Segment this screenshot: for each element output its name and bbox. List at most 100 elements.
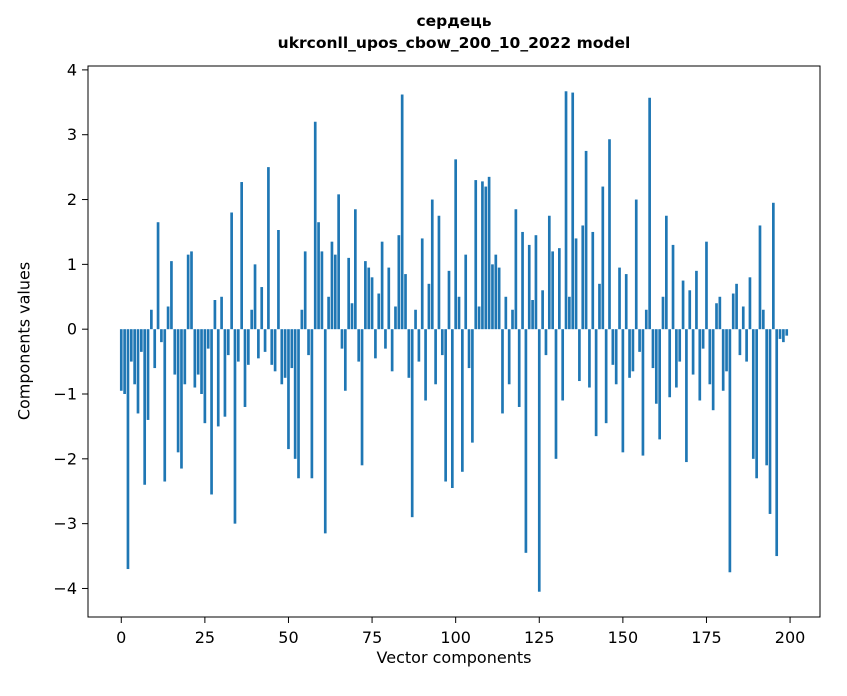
bar: [156, 222, 160, 330]
bar: [253, 264, 257, 330]
bar: [644, 309, 648, 330]
bar: [420, 238, 424, 330]
bar: [751, 329, 755, 459]
bar: [150, 309, 153, 330]
bar: [541, 290, 544, 330]
chart-title: сердець ukrconll_upos_cbow_200_10_2022 m…: [88, 10, 820, 54]
bar: [277, 230, 280, 330]
bar: [534, 235, 538, 330]
bar: [287, 329, 290, 450]
bar: [708, 329, 712, 385]
bar: [685, 329, 688, 463]
bar: [745, 329, 748, 362]
bar: [307, 329, 310, 356]
bar: [651, 329, 655, 369]
bar: [243, 329, 247, 407]
bar: [216, 329, 220, 427]
bar: [551, 251, 554, 330]
x-tick-label: 25: [195, 628, 215, 647]
bar: [377, 293, 381, 330]
bar: [511, 309, 514, 330]
bar: [213, 300, 217, 330]
bar: [631, 329, 635, 372]
bar: [501, 329, 504, 414]
bar: [206, 329, 210, 349]
bar: [374, 329, 377, 359]
bar: [514, 209, 518, 330]
plot-border: [87, 65, 821, 618]
bar: [594, 329, 598, 437]
bar: [461, 329, 464, 472]
bar: [688, 290, 692, 330]
bar: [624, 274, 628, 330]
bar: [591, 231, 595, 330]
bar: [578, 329, 581, 382]
bar: [464, 254, 468, 330]
bar: [471, 329, 474, 443]
bar: [126, 329, 130, 570]
bar: [417, 329, 421, 362]
bar: [280, 329, 284, 385]
bar: [129, 329, 133, 362]
bar: [454, 159, 458, 330]
y-axis-label: Components values: [14, 261, 34, 421]
bar: [190, 251, 193, 330]
bar: [247, 329, 250, 365]
bar: [354, 209, 357, 330]
bar: [497, 267, 501, 330]
bar: [641, 329, 645, 456]
bar: [721, 329, 725, 391]
bar: [424, 329, 427, 401]
bar: [447, 270, 451, 330]
bar: [521, 231, 524, 330]
bar: [568, 296, 571, 330]
bar: [738, 329, 742, 356]
bar: [166, 306, 170, 330]
x-tick-label: 50: [278, 628, 298, 647]
bar: [748, 277, 752, 330]
y-tick-label: 3: [67, 125, 77, 144]
bar: [772, 202, 775, 330]
bar: [705, 241, 708, 330]
bar: [313, 121, 317, 330]
bar: [407, 329, 411, 378]
bar: [675, 329, 678, 388]
bar: [230, 212, 233, 330]
bar: [661, 296, 665, 330]
bar: [260, 287, 264, 330]
y-tick-label: −3: [53, 514, 77, 533]
bar: [731, 293, 735, 330]
bar: [400, 94, 404, 330]
x-tick-label: 75: [362, 628, 382, 647]
bar: [267, 167, 270, 330]
bar: [491, 264, 494, 330]
bar: [474, 180, 478, 330]
y-tick-label: −2: [53, 449, 77, 468]
y-tick-label: −4: [53, 579, 77, 598]
bar: [170, 261, 173, 330]
x-tick-label: 200: [775, 628, 806, 647]
bar: [317, 222, 320, 330]
bar: [604, 329, 608, 424]
bar: [758, 225, 762, 330]
bar: [270, 329, 274, 365]
bar: [250, 309, 254, 330]
bar: [390, 329, 394, 372]
bar: [297, 329, 300, 479]
bar: [544, 329, 548, 356]
bar: [524, 329, 528, 553]
x-tick-label: 100: [440, 628, 471, 647]
bar: [517, 329, 521, 407]
bar: [761, 309, 765, 330]
bar: [367, 267, 371, 330]
bar: [357, 329, 361, 362]
bar: [283, 329, 287, 378]
bar: [735, 283, 738, 330]
bar: [210, 329, 213, 495]
bar: [444, 329, 447, 482]
bar: [384, 329, 387, 349]
bar: [136, 329, 140, 414]
bar: [711, 329, 715, 411]
x-tick-label: 0: [116, 628, 126, 647]
bar: [323, 329, 327, 534]
